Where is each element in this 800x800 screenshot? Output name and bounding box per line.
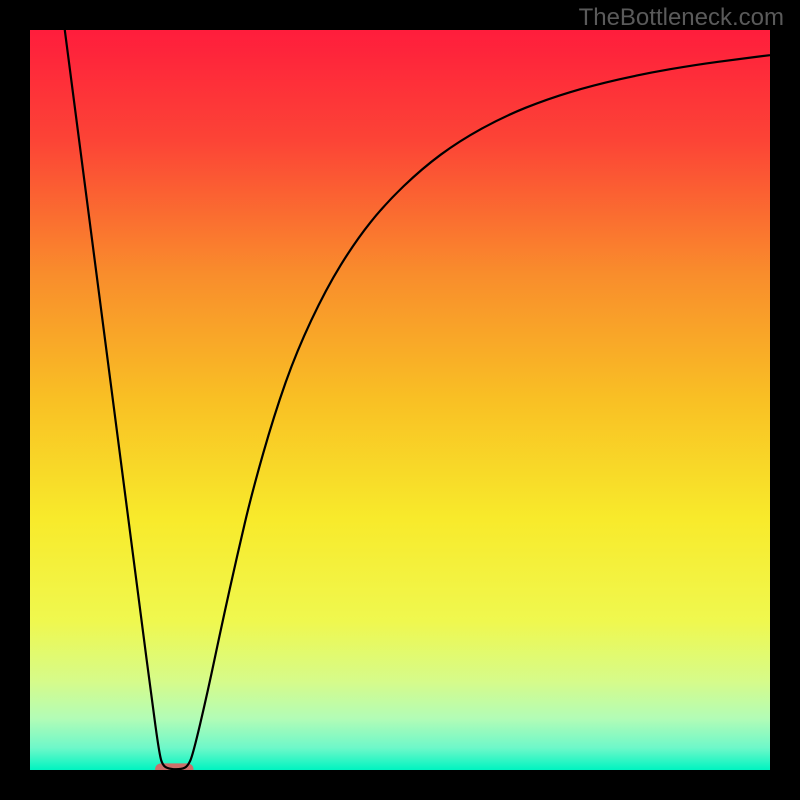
- gradient-background: [30, 30, 770, 770]
- bottleneck-chart: [0, 0, 800, 800]
- watermark-text: TheBottleneck.com: [579, 4, 784, 32]
